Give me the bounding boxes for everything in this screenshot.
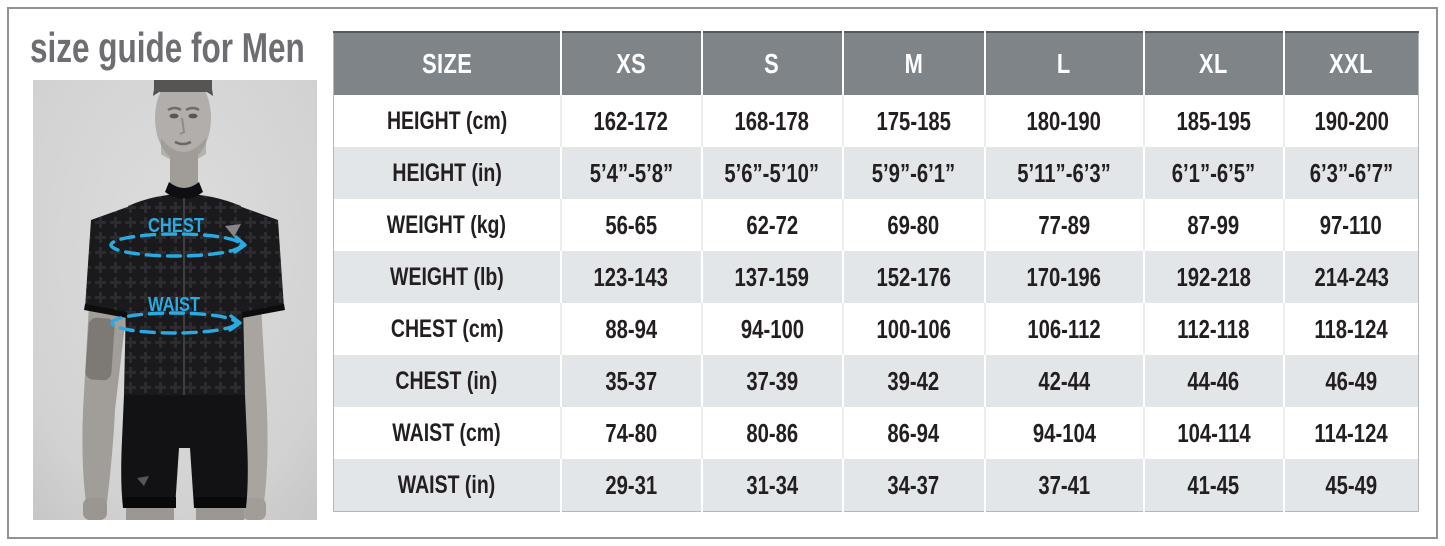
cell-value: 192-218 <box>1142 251 1284 303</box>
cell-value: 180-190 <box>983 95 1144 147</box>
table-row-chest-in: CHEST (in) 35-37 37-39 39-42 42-44 44-46… <box>333 355 1419 407</box>
cell-value: 29-31 <box>559 459 702 512</box>
cell-value: 5’9”-6’1” <box>841 147 985 199</box>
cell-value: 80-86 <box>700 407 843 459</box>
cell-value: 137-159 <box>700 251 843 303</box>
waist-arrow-icon <box>228 314 242 332</box>
header-s: S <box>700 32 843 95</box>
table-row-waist-in: WAIST (in) 29-31 31-34 34-37 37-41 41-45… <box>333 459 1419 512</box>
cell-value: 77-89 <box>983 199 1144 251</box>
cell-value: 5’6”-5’10” <box>700 147 843 199</box>
cell-value: 69-80 <box>841 199 985 251</box>
header-xxl: XXL <box>1282 32 1419 95</box>
model-photo: CHEST WAIST <box>33 80 317 520</box>
row-label: HEIGHT (in) <box>333 147 561 199</box>
table-row-weight-lb: WEIGHT (lb) 123-143 137-159 152-176 170-… <box>333 251 1419 303</box>
table-row-height-in: HEIGHT (in) 5’4”-5’8” 5’6”-5’10” 5’9”-6’… <box>333 147 1419 199</box>
cell-value: 87-99 <box>1142 199 1284 251</box>
jersey <box>84 182 285 395</box>
header-size: SIZE <box>333 32 561 95</box>
chest-measurement-ellipse <box>109 232 243 258</box>
cell-value: 39-42 <box>841 355 985 407</box>
cell-value: 114-124 <box>1282 407 1419 459</box>
chest-measurement: CHEST <box>109 215 247 258</box>
cell-value: 88-94 <box>559 303 702 355</box>
chest-label: CHEST <box>148 215 204 237</box>
cell-value: 97-110 <box>1282 199 1419 251</box>
cell-value: 168-178 <box>700 95 843 147</box>
row-label: CHEST (cm) <box>333 303 561 355</box>
cell-value: 42-44 <box>983 355 1144 407</box>
cell-value: 62-72 <box>700 199 843 251</box>
cell-value: 86-94 <box>841 407 985 459</box>
cell-value: 41-45 <box>1142 459 1284 512</box>
cell-value: 190-200 <box>1282 95 1419 147</box>
cell-value: 123-143 <box>559 251 702 303</box>
jersey-collar <box>165 182 203 199</box>
cell-value: 5’11”-6’3” <box>983 147 1144 199</box>
cell-value: 35-37 <box>559 355 702 407</box>
header-l: L <box>983 32 1144 95</box>
table-row-waist-cm: WAIST (cm) 74-80 80-86 86-94 94-104 104-… <box>333 407 1419 459</box>
cell-value: 170-196 <box>983 251 1144 303</box>
row-label: CHEST (in) <box>333 355 561 407</box>
table-row-chest-cm: CHEST (cm) 88-94 94-100 100-106 106-112 … <box>333 303 1419 355</box>
cell-value: 56-65 <box>559 199 702 251</box>
cell-value: 214-243 <box>1282 251 1419 303</box>
size-chart-table: SIZE XS S M L XL XXL HEIGHT (cm) 162-172… <box>333 31 1419 512</box>
cell-value: 104-114 <box>1142 407 1284 459</box>
model-legs <box>126 508 244 520</box>
cell-value: 74-80 <box>559 407 702 459</box>
row-label: HEIGHT (cm) <box>333 95 561 147</box>
cell-value: 31-34 <box>700 459 843 512</box>
row-label: WAIST (in) <box>333 459 561 512</box>
chest-arrow-icon <box>233 235 247 254</box>
cell-value: 46-49 <box>1282 355 1419 407</box>
cell-value: 185-195 <box>1142 95 1284 147</box>
cell-value: 6’1”-6’5” <box>1142 147 1284 199</box>
cell-value: 34-37 <box>841 459 985 512</box>
bib-shorts <box>121 395 248 508</box>
row-label: WEIGHT (lb) <box>333 251 561 303</box>
cell-value: 37-39 <box>700 355 843 407</box>
header-xl: XL <box>1142 32 1284 95</box>
waist-label: WAIST <box>148 294 200 316</box>
cell-value: 5’4”-5’8” <box>559 147 702 199</box>
cell-value: 45-49 <box>1282 459 1419 512</box>
cell-value: 94-104 <box>983 407 1144 459</box>
cell-value: 118-124 <box>1282 303 1419 355</box>
cell-value: 106-112 <box>983 303 1144 355</box>
cell-value: 94-100 <box>700 303 843 355</box>
model-neck <box>170 148 198 188</box>
model-photo-illustration: CHEST WAIST <box>33 80 317 520</box>
cell-value: 152-176 <box>841 251 985 303</box>
header-xs: XS <box>559 32 702 95</box>
table-row-weight-kg: WEIGHT (kg) 56-65 62-72 69-80 77-89 87-9… <box>333 199 1419 251</box>
header-m: M <box>841 32 985 95</box>
cell-value: 100-106 <box>841 303 985 355</box>
cell-value: 37-41 <box>983 459 1144 512</box>
model-head <box>153 80 213 162</box>
cell-value: 112-118 <box>1142 303 1284 355</box>
waist-measurement-ellipse <box>110 311 238 335</box>
cell-value: 175-185 <box>841 95 985 147</box>
row-label: WEIGHT (kg) <box>333 199 561 251</box>
table-row-height-cm: HEIGHT (cm) 162-172 168-178 175-185 180-… <box>333 95 1419 147</box>
table-header-row: SIZE XS S M L XL XXL <box>333 32 1419 95</box>
cell-value: 44-46 <box>1142 355 1284 407</box>
page-title: size guide for Men <box>30 24 305 71</box>
waist-measurement: WAIST <box>110 294 242 335</box>
row-label: WAIST (cm) <box>333 407 561 459</box>
jersey-logo <box>225 224 241 237</box>
cell-value: 6’3”-6’7” <box>1282 147 1419 199</box>
cell-value: 162-172 <box>559 95 702 147</box>
